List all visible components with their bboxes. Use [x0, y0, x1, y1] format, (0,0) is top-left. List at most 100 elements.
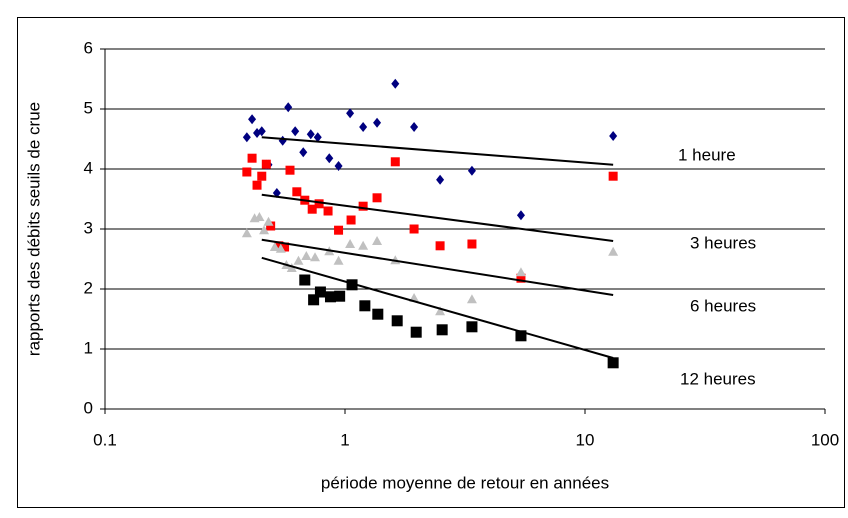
x-tick-label: 1	[340, 430, 349, 449]
point	[313, 132, 322, 143]
point	[293, 255, 304, 265]
y-tick-label: 5	[84, 98, 93, 117]
point	[607, 357, 619, 369]
point	[314, 286, 326, 298]
y-axis-title: rapports des débits seuils de crue	[24, 102, 43, 356]
point	[435, 241, 445, 251]
trend-line	[261, 193, 614, 242]
trend-line	[261, 136, 614, 166]
point	[299, 147, 308, 158]
point	[324, 291, 336, 303]
point	[252, 180, 262, 190]
point	[301, 251, 312, 260]
point	[292, 187, 302, 197]
point	[286, 263, 297, 272]
point	[358, 201, 368, 211]
point	[516, 210, 525, 221]
point	[257, 171, 267, 181]
point	[259, 225, 270, 235]
y-tick-label: 2	[84, 278, 93, 297]
point	[410, 326, 422, 338]
point	[314, 199, 324, 209]
point	[345, 239, 356, 248]
point	[410, 122, 419, 132]
point	[391, 78, 400, 89]
point	[516, 273, 526, 283]
point	[307, 204, 317, 214]
point	[257, 126, 266, 137]
x-axis-title: période moyenne de retour en années	[321, 473, 609, 492]
point	[275, 243, 286, 253]
point	[467, 165, 476, 176]
point	[359, 122, 368, 132]
point	[467, 239, 477, 249]
point	[248, 114, 257, 125]
point	[346, 108, 355, 119]
y-tick-label: 4	[84, 158, 93, 177]
point	[325, 153, 334, 164]
point	[435, 306, 446, 316]
point	[466, 321, 478, 333]
point	[247, 153, 257, 163]
point	[372, 193, 382, 203]
point	[333, 255, 344, 265]
point	[285, 165, 295, 175]
point	[308, 294, 320, 306]
point	[466, 294, 477, 304]
point	[334, 161, 343, 171]
point	[274, 241, 284, 251]
x-tick-label: 0.1	[93, 430, 117, 449]
point	[261, 159, 271, 169]
point	[608, 171, 618, 181]
point	[310, 252, 321, 262]
point	[272, 188, 281, 198]
y-tick-label: 1	[84, 338, 93, 357]
point	[254, 212, 265, 221]
point	[269, 242, 280, 251]
point	[515, 267, 526, 277]
point	[436, 324, 448, 336]
point	[391, 315, 403, 327]
point	[372, 236, 383, 245]
point	[346, 279, 358, 291]
point	[409, 224, 419, 234]
point	[291, 126, 300, 137]
point	[359, 300, 371, 312]
x-tick-label: 10	[576, 430, 595, 449]
y-tick-label: 6	[84, 38, 93, 57]
point	[242, 132, 251, 143]
point	[373, 117, 382, 128]
x-tick-label: 100	[811, 430, 839, 449]
point	[515, 330, 527, 342]
point	[266, 221, 276, 231]
trend-line	[261, 238, 614, 296]
point	[334, 225, 344, 235]
trend-label: 12 heures	[680, 369, 756, 388]
point	[609, 131, 618, 141]
trend-label: 3 heures	[690, 233, 756, 252]
point	[358, 240, 369, 250]
trend-line	[261, 256, 614, 359]
chart-frame	[17, 17, 845, 508]
point	[278, 135, 287, 146]
point	[323, 206, 333, 216]
point	[280, 242, 290, 252]
trend-label: 1 heure	[678, 145, 736, 164]
point	[390, 157, 400, 167]
point	[372, 308, 384, 320]
point	[608, 246, 619, 256]
point	[299, 274, 311, 286]
point	[241, 228, 252, 238]
y-tick-label: 0	[84, 398, 93, 417]
point	[436, 174, 445, 185]
point	[346, 215, 356, 225]
point	[284, 102, 293, 113]
point	[306, 129, 315, 140]
point	[242, 167, 252, 177]
point	[334, 290, 346, 302]
trend-label: 6 heures	[690, 296, 756, 315]
point	[263, 216, 274, 226]
y-tick-label: 3	[84, 218, 93, 237]
